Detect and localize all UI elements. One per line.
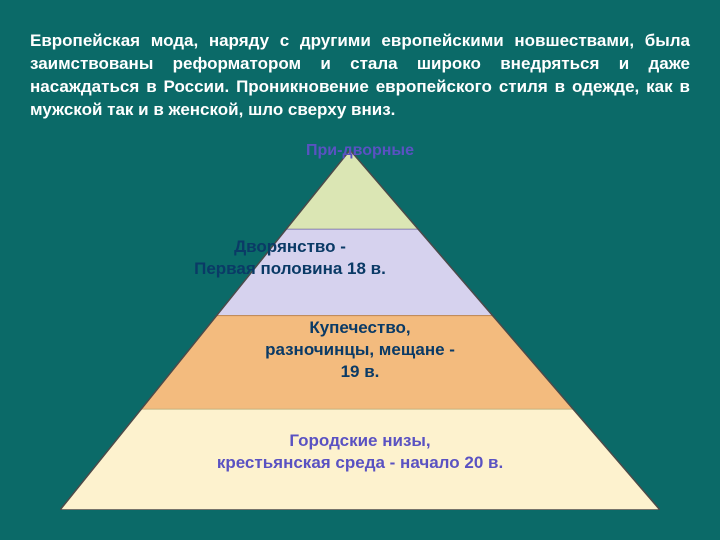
layer-label-2: Купечество, разночинцы, мещане - 19 в.	[60, 317, 660, 383]
intro-text: Европейская мода, наряду с другими европ…	[30, 30, 690, 122]
stage: Европейская мода, наряду с другими европ…	[0, 0, 720, 540]
layer-label-3: Городские низы, крестьянская среда - нач…	[60, 430, 660, 474]
pyramid-wrapper: При-дворные Дворянство - Первая половина…	[60, 150, 660, 510]
apex-label: При-дворные	[60, 142, 660, 160]
layer-label-1: Дворянство - Первая половина 18 в.	[0, 236, 590, 280]
